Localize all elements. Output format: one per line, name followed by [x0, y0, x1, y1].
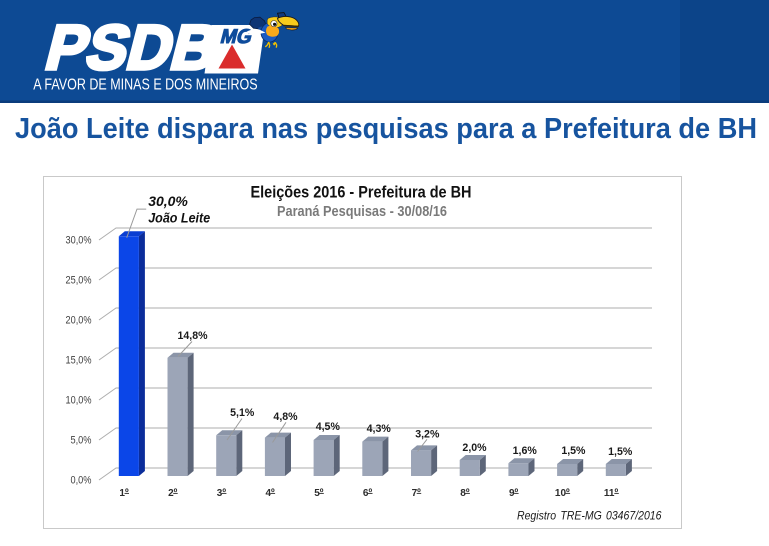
svg-text:30,0%: 30,0%	[148, 193, 188, 209]
svg-text:5,0%: 5,0%	[71, 434, 92, 446]
svg-text:30,0%: 30,0%	[66, 234, 92, 246]
svg-text:MG: MG	[218, 26, 255, 48]
svg-text:João Leite dispara nas pesquis: João Leite dispara nas pesquisas para a …	[15, 113, 757, 145]
svg-text:Paraná Pesquisas - 30/08/16: Paraná Pesquisas - 30/08/16	[277, 204, 447, 220]
svg-text:João Leite: João Leite	[148, 210, 210, 226]
svg-text:1,5%: 1,5%	[561, 445, 586, 457]
svg-text:20,0%: 20,0%	[66, 314, 92, 326]
svg-text:7º: 7º	[412, 488, 422, 499]
svg-text:0,0%: 0,0%	[71, 474, 92, 486]
svg-text:3º: 3º	[217, 488, 227, 499]
svg-text:10,0%: 10,0%	[66, 394, 92, 406]
svg-text:10º: 10º	[555, 488, 570, 499]
svg-text:8º: 8º	[460, 488, 470, 499]
svg-text:14,8%: 14,8%	[177, 330, 208, 342]
svg-text:6º: 6º	[363, 488, 373, 499]
svg-text:1,6%: 1,6%	[513, 445, 538, 457]
svg-text:4,8%: 4,8%	[273, 411, 298, 423]
svg-text:4,3%: 4,3%	[367, 423, 392, 435]
svg-text:A FAVOR DE MINAS E DOS MINEIRO: A FAVOR DE MINAS E DOS MINEIROS	[33, 77, 257, 94]
svg-text:PSDB: PSDB	[39, 12, 226, 83]
svg-text:5,1%: 5,1%	[230, 407, 255, 419]
svg-text:1,5%: 1,5%	[608, 446, 633, 458]
svg-text:4º: 4º	[265, 488, 275, 499]
svg-text:Registro TRE-MG 03467/2016: Registro TRE-MG 03467/2016	[517, 508, 662, 522]
svg-text:1º: 1º	[119, 488, 129, 499]
svg-text:11º: 11º	[604, 488, 619, 499]
svg-text:5º: 5º	[314, 488, 324, 499]
svg-text:4,5%: 4,5%	[316, 421, 341, 433]
svg-text:15,0%: 15,0%	[66, 354, 92, 366]
svg-text:25,0%: 25,0%	[66, 274, 92, 286]
svg-text:9º: 9º	[509, 488, 519, 499]
svg-text:2º: 2º	[168, 488, 178, 499]
svg-text:3,2%: 3,2%	[415, 428, 440, 440]
svg-text:Eleições 2016 - Prefeitura de: Eleições 2016 - Prefeitura de BH	[251, 182, 472, 201]
svg-text:2,0%: 2,0%	[462, 442, 487, 454]
